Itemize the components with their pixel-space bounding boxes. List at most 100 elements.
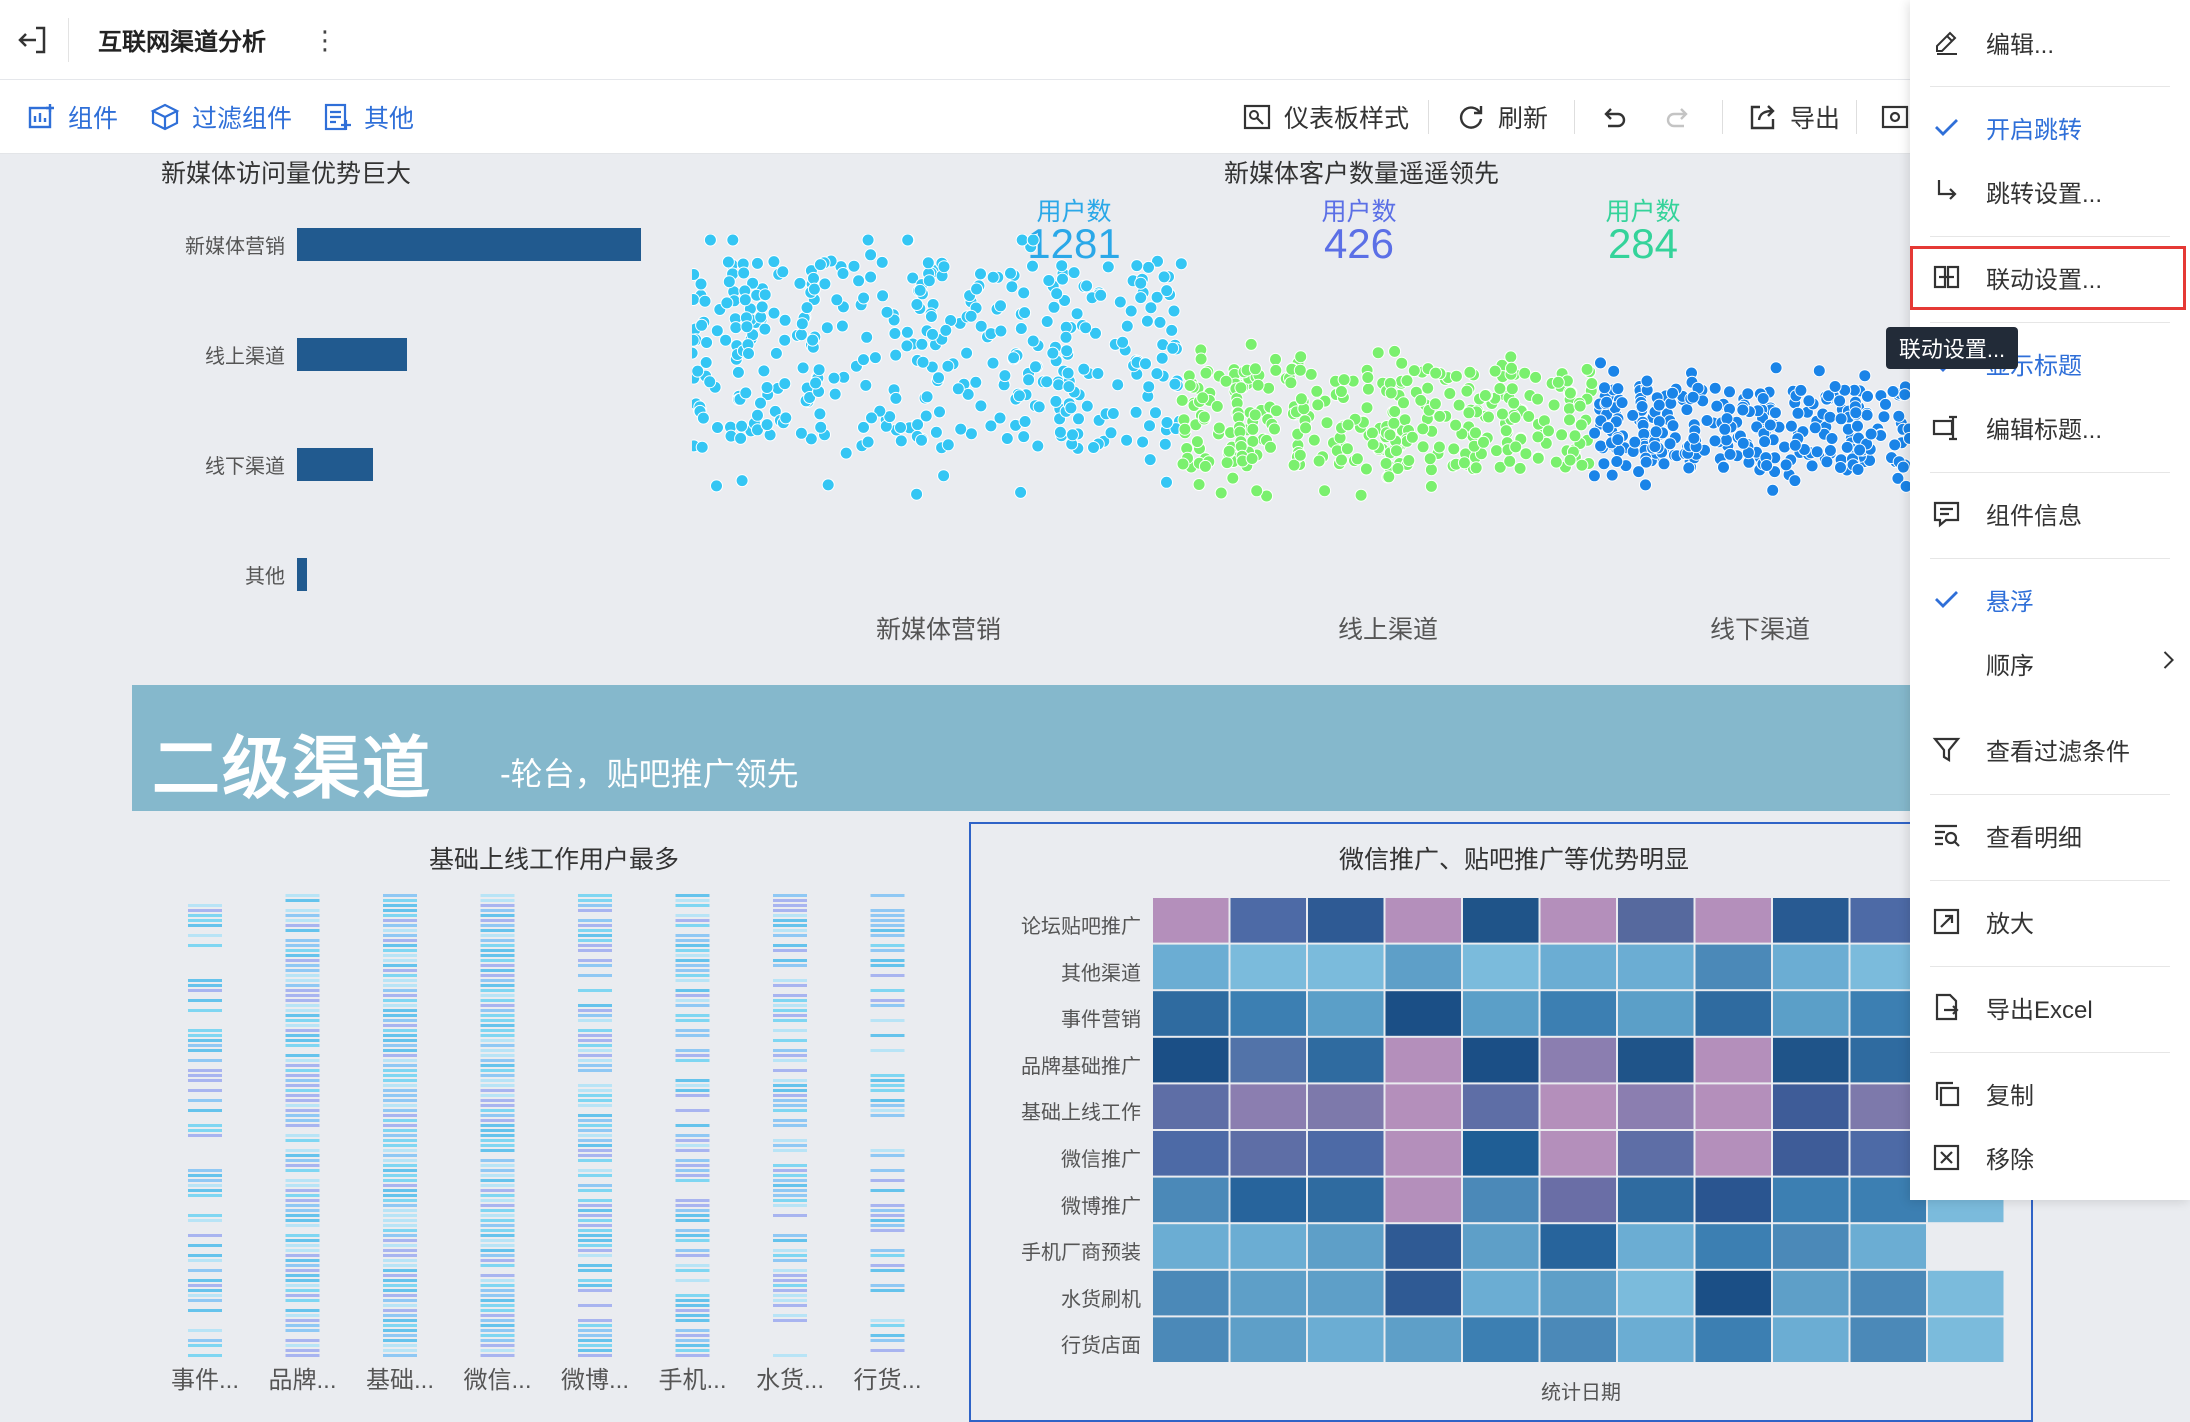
stripe-mark [383,984,417,987]
stripe-chart[interactable] [160,894,940,1364]
stripe-mark [675,1269,710,1272]
stripe-mark [188,1339,222,1342]
stripe-mark [773,1029,807,1032]
stripe-mark [773,1079,807,1082]
stripe-mark [870,1229,905,1232]
menu-item[interactable]: 移除 [1910,1129,2190,1185]
stripe-mark [578,1019,612,1022]
stripe-mark [383,909,417,912]
menu-item[interactable]: 悬浮 [1910,571,2190,627]
stripe-mark [285,1209,320,1212]
stripe-mark [188,1039,222,1042]
scatter-point [1070,307,1084,321]
stripe-mark [480,1184,515,1187]
stripe-mark [383,1104,417,1107]
menu-item[interactable]: 跳转设置... [1910,163,2190,219]
scatter-point [910,298,924,311]
stripe-mark [675,899,710,902]
stripe-mark [383,994,417,997]
dashboard-style-button[interactable]: 仪表板样式 [1242,98,1409,136]
other-button[interactable]: 其他 [322,98,414,136]
edit-icon [1930,26,1962,58]
refresh-button[interactable]: 刷新 [1456,98,1548,136]
menu-item[interactable]: 复制 [1910,1065,2190,1121]
more-options-icon[interactable]: ⋮ [312,25,338,55]
stripe-mark [285,894,320,897]
stripe-mark [480,1314,515,1317]
blank-icon [1930,647,1962,679]
menu-item[interactable]: 组件信息 [1910,485,2190,541]
heatmap-cell [1540,944,1616,990]
stripe-mark [480,1194,515,1197]
stripe-mark [383,914,417,917]
bar[interactable] [297,338,408,371]
stripe-mark [383,1304,417,1307]
stripe-mark [285,1339,320,1342]
stripe-mark [578,1234,612,1237]
scatter-point [1718,422,1732,436]
scatter-point [1166,341,1180,355]
scatter-point [1585,377,1599,390]
stripe-mark [383,999,417,1002]
stripe-mark [870,1099,905,1102]
scatter-point [1877,410,1891,424]
export-button[interactable]: 导出 [1748,98,1840,136]
stripe-mark [383,1034,417,1037]
scatter-point [1219,374,1233,388]
stripe-mark [383,894,417,897]
scatter-point [1605,468,1619,482]
scatter-point [954,422,968,436]
scatter-point [1414,393,1428,407]
scatter-point [1293,448,1307,462]
undo-button[interactable] [1598,98,1640,136]
menu-item[interactable]: 导出Excel [1910,979,2190,1035]
scatter-point [864,270,878,284]
stripe-mark [188,1289,222,1292]
filter-widget-button[interactable]: 过滤组件 [150,98,292,136]
menu-item[interactable]: 编辑标题... [1910,399,2190,455]
stripe-mark [578,1059,612,1062]
stripe-mark [480,919,515,922]
redo-button[interactable] [1664,98,1706,136]
stripe-mark [383,1114,417,1117]
heatmap-cell [1618,991,1694,1036]
stripe-mark [383,1179,417,1182]
scatter-point [721,255,735,269]
preview-button[interactable] [1880,98,1922,136]
stripe-mark [480,944,515,947]
scatter-chart[interactable] [692,234,1910,524]
bar[interactable] [297,228,641,261]
stripe-mark [578,1029,612,1032]
stripe-mark [773,1109,807,1112]
stripe-mark [383,1259,417,1262]
exit-icon[interactable] [14,20,54,60]
menu-item[interactable]: 编辑... [1910,14,2190,70]
stripe-mark [870,1214,905,1217]
menu-item[interactable]: 联动设置... [1910,249,2190,305]
menu-item[interactable]: 开启跳转 [1910,99,2190,155]
stripe-mark [578,1139,612,1142]
stripe-mark [285,1069,320,1072]
scatter-point [807,282,821,296]
stripe-mark [480,1229,515,1232]
menu-item-label: 复制 [1986,1082,2034,1110]
scatter-point [1220,456,1234,470]
menu-item[interactable]: 顺序 [1910,635,2190,691]
add-widget-button[interactable]: 组件 [26,98,118,136]
menu-item-label: 编辑标题... [1986,416,2103,444]
scatter-point [1140,314,1154,328]
stripe-mark [773,1019,807,1022]
scatter-point [1397,396,1410,410]
bar[interactable] [297,558,308,591]
menu-item[interactable]: 放大 [1910,893,2190,949]
scatter-point [1167,304,1181,318]
scatter-point [937,469,951,483]
scatter-point [1766,483,1780,497]
stripe-mark [675,1174,710,1177]
menu-item[interactable]: 查看过滤条件 [1910,721,2190,777]
bar[interactable] [297,448,373,481]
heatmap-grid[interactable] [1153,898,2013,1364]
heatmap-panel[interactable]: 微信推广、贴吧推广等优势明显 论坛贴吧推广 其他渠道 事件营销 品牌基础推广 基础上线工… [969,822,2033,1422]
menu-item[interactable]: 查看明细 [1910,807,2190,863]
stripe-mark [675,1349,710,1352]
